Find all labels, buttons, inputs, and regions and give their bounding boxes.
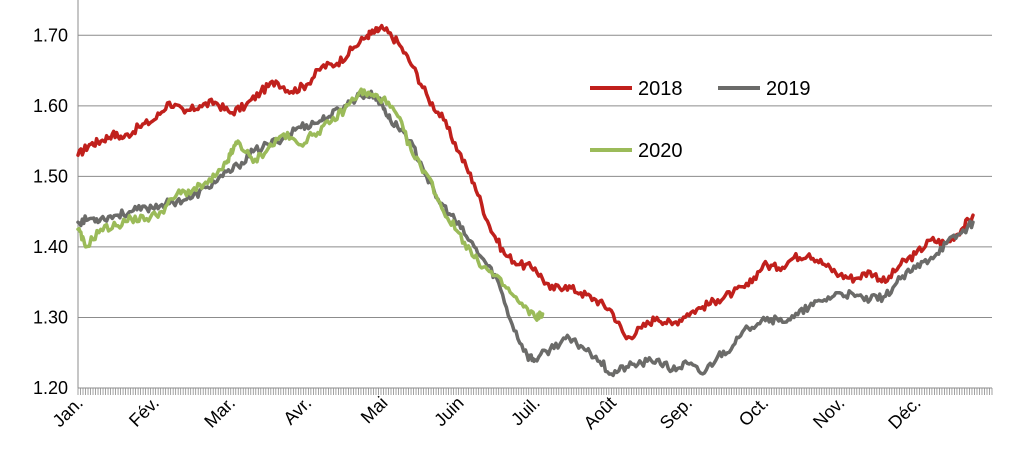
series-line-2019: [76, 89, 975, 378]
x-tick-label: Juil.: [507, 393, 544, 430]
x-tick-label: Oct.: [735, 393, 772, 430]
y-tick-label: 1.50: [33, 166, 68, 186]
x-tick-label: Juin: [430, 393, 467, 430]
x-tick-label: Mar.: [200, 393, 239, 432]
y-tick-label: 1.40: [33, 237, 68, 257]
x-axis-minor-ticks: [77, 388, 993, 395]
series-line-2020: [76, 87, 545, 322]
y-tick-label: 1.70: [33, 25, 68, 45]
x-tick-label: Août: [580, 393, 620, 433]
x-tick-label: Fév.: [125, 393, 163, 431]
x-tick-label: Sep.: [656, 393, 696, 433]
legend-label-2020: 2020: [638, 140, 683, 162]
legend-label-2019: 2019: [766, 78, 811, 100]
x-tick-label: Mai: [357, 393, 392, 428]
legend-label-2018: 2018: [638, 78, 683, 100]
y-tick-label: 1.60: [33, 96, 68, 116]
x-tick-label: Déc.: [884, 393, 924, 433]
axes: 1.20 1.30 1.40 1.50 1.60 1.70 Jan. Fév. Mar. Avr.…: [33, 0, 993, 433]
x-tick-label: Nov.: [809, 393, 848, 432]
y-tick-label: 1.20: [33, 378, 68, 398]
x-tick-label: Avr.: [279, 393, 315, 429]
x-tick-label: Jan.: [49, 393, 87, 431]
y-tick-label: 1.30: [33, 307, 68, 327]
series-line-2018: [76, 23, 975, 341]
legend: 2018 2019 2020: [590, 78, 811, 162]
series-lines: [76, 23, 975, 378]
gridlines: [78, 34, 992, 318]
